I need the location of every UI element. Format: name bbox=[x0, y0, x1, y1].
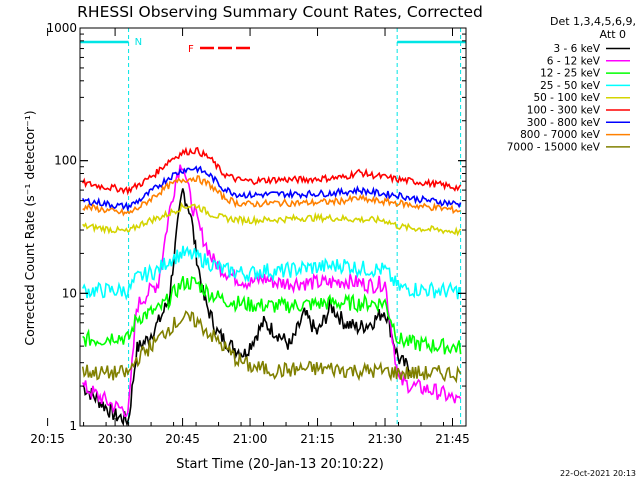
night-label: N bbox=[135, 37, 142, 48]
plot-area: N F 1 10 100 1000 20:15 20:30 20:45 21:00 21:15 21:… bbox=[30, 21, 469, 446]
series-line bbox=[81, 245, 462, 301]
detector-info-line-1: Det 1,3,4,5,6,9, bbox=[550, 15, 636, 28]
series-line bbox=[82, 275, 462, 355]
legend-entry-label: 6 - 12 keV bbox=[547, 55, 601, 67]
series-line bbox=[81, 165, 462, 213]
legend-entry-label: 100 - 300 keV bbox=[527, 105, 601, 117]
x-tick-label: 21:30 bbox=[368, 432, 403, 446]
detector-info-line-2: Att 0 bbox=[600, 28, 626, 41]
y-tick-label: 1000 bbox=[46, 21, 77, 35]
x-tick-label: 20:15 bbox=[30, 432, 65, 446]
y-axis-label: Corrected Count Rate (s⁻¹ detector⁻¹) bbox=[22, 110, 37, 345]
legend-entry-label: 50 - 100 keV bbox=[533, 92, 600, 104]
legend-entry-label: 12 - 25 keV bbox=[540, 68, 601, 80]
series-line bbox=[82, 201, 462, 237]
y-tick-label: 100 bbox=[54, 154, 77, 168]
legend-entry-label: 3 - 6 keV bbox=[553, 43, 600, 55]
legend-entry-label: 7000 - 15000 keV bbox=[507, 141, 601, 153]
series-line bbox=[81, 310, 462, 384]
series-line bbox=[82, 175, 461, 217]
x-axis-label: Start Time (20-Jan-13 20:10:22) bbox=[176, 457, 384, 472]
legend-entry-label: 300 - 800 keV bbox=[527, 117, 601, 129]
chart-title: RHESSI Observing Summary Count Rates, Co… bbox=[77, 3, 483, 21]
plot-frame bbox=[79, 27, 467, 427]
x-tick-label: 21:45 bbox=[435, 432, 470, 446]
x-tick-label: 20:30 bbox=[98, 432, 133, 446]
y-tick-label: 10 bbox=[62, 286, 77, 300]
series-line bbox=[81, 146, 462, 196]
x-tick-label: 20:45 bbox=[165, 432, 200, 446]
series-line bbox=[82, 188, 413, 427]
x-tick-label: 21:15 bbox=[300, 432, 335, 446]
footer-date: 22-Oct-2021 20:13 bbox=[560, 469, 636, 478]
legend-entry-label: 25 - 50 keV bbox=[540, 80, 601, 92]
x-tick-label: 21:00 bbox=[233, 432, 268, 446]
legend-entry-label: 800 - 7000 keV bbox=[520, 129, 601, 141]
flare-label: F bbox=[188, 44, 194, 55]
y-tick-label: 1 bbox=[69, 419, 77, 433]
